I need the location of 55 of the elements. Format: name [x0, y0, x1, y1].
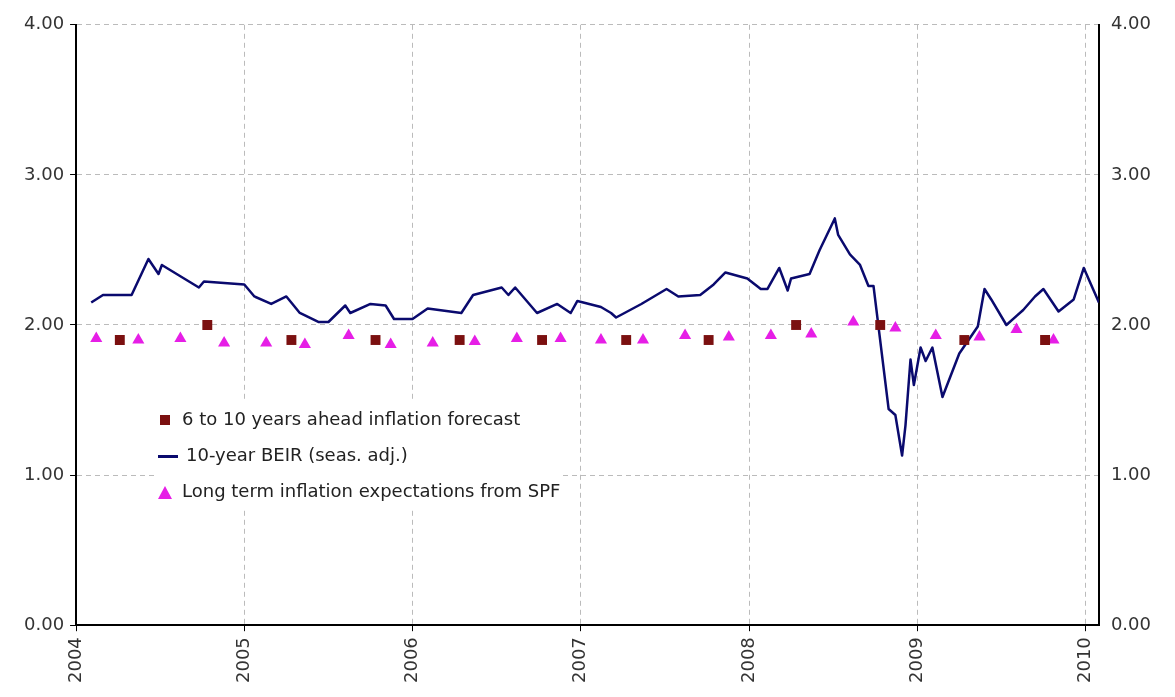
point	[260, 336, 273, 347]
legend-label: 6 to 10 years ahead inflation forecast	[182, 408, 521, 429]
point	[959, 335, 970, 345]
point	[370, 335, 381, 345]
point	[722, 330, 735, 341]
point	[218, 336, 231, 347]
point	[298, 337, 311, 349]
point	[791, 320, 802, 330]
point	[537, 335, 548, 345]
point	[703, 335, 714, 345]
x-tick-label: 2009	[904, 637, 926, 683]
legend-label: 10-year BEIR (seas. adj.)	[186, 444, 408, 465]
x-tick-label: 2010	[1073, 637, 1095, 683]
point	[929, 328, 942, 339]
y2-tick-label: 0.00	[1110, 612, 1151, 634]
point	[90, 331, 103, 343]
y2-tick-label: 4.00	[1110, 12, 1151, 34]
point	[1040, 335, 1051, 345]
point	[679, 328, 692, 339]
point	[114, 335, 125, 345]
point	[875, 320, 886, 330]
x-tick-label: 2006	[400, 637, 422, 683]
point	[426, 336, 439, 347]
x-tick-label: 2008	[736, 637, 758, 683]
point	[805, 327, 818, 338]
point	[1010, 322, 1023, 333]
point	[973, 330, 986, 341]
point	[174, 331, 187, 343]
point	[621, 335, 632, 345]
x-tick-label: 2005	[231, 637, 253, 683]
y2-tick-label: 2.00	[1110, 312, 1151, 334]
point	[889, 321, 902, 332]
point	[847, 314, 860, 326]
point	[636, 333, 650, 344]
y2-tick-label: 3.00	[1110, 162, 1151, 184]
y-tick-label: 0.00	[24, 612, 65, 634]
point	[384, 337, 397, 349]
point	[202, 320, 213, 330]
y2-tick-label: 1.00	[1110, 462, 1151, 484]
y-tick-label: 1.00	[24, 462, 65, 484]
x-tick-label: 2007	[568, 637, 590, 683]
point	[454, 335, 465, 345]
point	[594, 333, 608, 344]
point	[468, 334, 481, 346]
legend-label: Long term inflation expectations from SPF	[182, 480, 561, 501]
point	[764, 328, 777, 339]
point	[342, 328, 355, 339]
y-tick-label: 2.00	[24, 312, 65, 334]
x-tick-label: 2004	[63, 637, 85, 683]
y-tick-label: 3.00	[24, 162, 65, 184]
point	[554, 331, 567, 343]
y-tick-label: 4.00	[24, 12, 65, 34]
point	[286, 335, 297, 345]
point	[510, 331, 523, 343]
point	[132, 333, 145, 344]
